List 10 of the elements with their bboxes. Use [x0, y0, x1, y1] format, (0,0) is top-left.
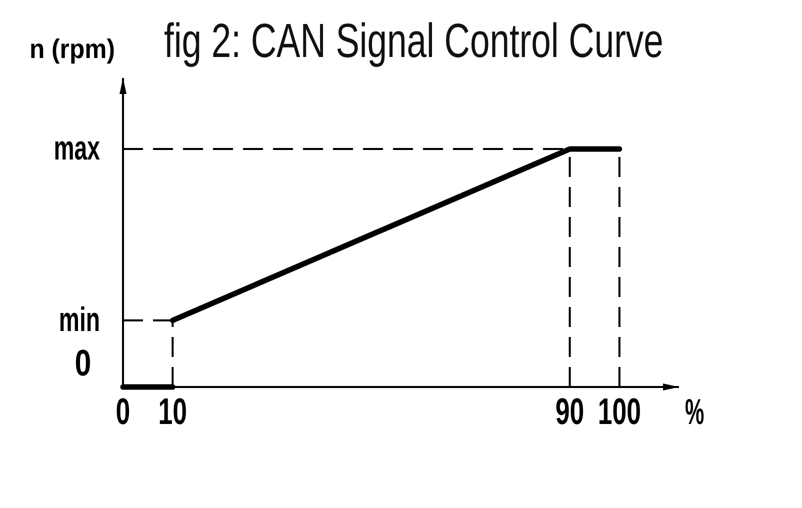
- chart-title: fig 2: CAN Signal Control Curve: [164, 14, 664, 68]
- x-tick-label: 10: [158, 390, 188, 432]
- y-axis-title: n (rpm): [29, 35, 115, 64]
- ref-line-label: min: [58, 302, 100, 340]
- text: 0: [74, 344, 92, 384]
- x-tick-label: 0: [116, 390, 130, 432]
- x-tick-label: 90: [555, 390, 584, 432]
- x-tick-label: 100: [598, 390, 642, 432]
- x-axis-title: %: [685, 392, 704, 432]
- ref-line-label: max: [54, 130, 100, 168]
